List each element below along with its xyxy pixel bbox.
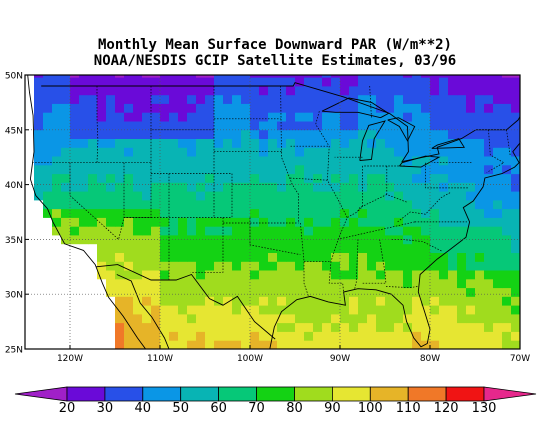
colorbar-tick-label: 90 [324, 401, 341, 416]
colorbar-swatch [180, 386, 219, 402]
colorbar-tick-label: 30 [97, 401, 114, 416]
colorbar-tick-label: 120 [434, 401, 459, 416]
colorbar-tick-label: 70 [248, 401, 265, 416]
lon-label: 80W [420, 354, 440, 364]
colorbar-swatch [294, 386, 333, 402]
colorbar-tick-label: 50 [172, 401, 189, 416]
colorbar-swatch [66, 386, 106, 402]
lat-label: 50N [5, 72, 23, 82]
colorbar-swatch [331, 386, 371, 402]
colorbar-upper-extend [483, 386, 537, 402]
colorbar-lower-extend [14, 386, 68, 402]
geo-lines [27, 75, 520, 349]
lon-label: 90W [330, 354, 350, 364]
lon-label: 110W [147, 354, 173, 364]
colorbar-tick-label: 40 [135, 401, 152, 416]
colorbar-swatch [256, 386, 295, 402]
colorbar-swatch [218, 386, 257, 402]
colorbar-tick-label: 110 [396, 401, 421, 416]
colorbar-tick-label: 60 [210, 401, 227, 416]
lat-label: 30N [5, 291, 23, 301]
colorbar-swatch [407, 386, 447, 402]
title-line-1: Monthly Mean Surface Downward PAR (W/m**… [97, 37, 452, 53]
title-line-2: NOAA/NESDIS GCIP Satellite Estimates, 03… [93, 53, 457, 69]
colorbar-tick-label: 80 [286, 401, 303, 416]
lon-label: 70W [510, 354, 530, 364]
colorbar-swatch [369, 386, 409, 402]
lat-label: 25N [5, 346, 23, 356]
colorbar: 20 30 40 50 60 70 80 90 100 110 120 130 [14, 386, 537, 416]
colorbar-swatch [142, 386, 182, 402]
colorbar-tick-label: 130 [472, 401, 497, 416]
lat-label: 35N [5, 236, 23, 246]
latitude-labels: 50N 45N 40N 35N 30N 25N [5, 72, 29, 356]
colorbar-tick-label: 20 [59, 401, 76, 416]
lon-label: 100W [237, 354, 263, 364]
colorbar-swatch [445, 386, 485, 402]
lat-label: 45N [5, 126, 23, 136]
colorbar-tick-label: 100 [358, 401, 383, 416]
colorbar-swatch [104, 386, 144, 402]
par-field [34, 75, 520, 349]
grid-lines [25, 75, 520, 349]
plot-frame [24, 74, 521, 350]
lat-label: 40N [5, 181, 23, 191]
lon-label: 120W [57, 354, 83, 364]
longitude-labels: 120W 110W 100W 90W 80W 70W [57, 345, 530, 364]
